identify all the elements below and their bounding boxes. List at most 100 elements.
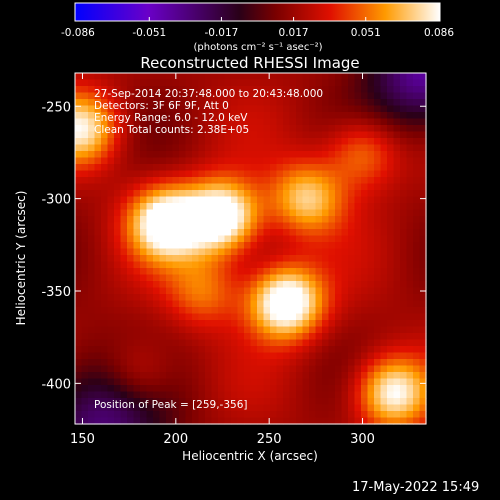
heatmap-cell xyxy=(257,170,265,178)
heatmap-cell xyxy=(133,398,141,406)
heatmap-cell xyxy=(244,177,252,185)
heatmap-cell xyxy=(296,281,304,289)
heatmap-cell xyxy=(159,313,167,321)
heatmap-cell xyxy=(198,320,206,328)
heatmap-cell xyxy=(374,378,382,386)
heatmap-cell xyxy=(127,86,135,94)
heatmap-cell xyxy=(367,209,375,217)
heatmap-cell xyxy=(146,177,154,185)
heatmap-cell xyxy=(114,144,122,152)
heatmap-cell xyxy=(419,417,427,425)
heatmap-cell xyxy=(387,417,395,425)
heatmap-cell xyxy=(283,229,291,237)
heatmap-cell xyxy=(276,300,284,308)
heatmap-cell xyxy=(374,157,382,165)
heatmap-cell xyxy=(367,144,375,152)
heatmap-cell xyxy=(94,261,102,269)
heatmap-cell xyxy=(406,365,414,373)
heatmap-cell xyxy=(354,151,362,159)
heatmap-cell xyxy=(120,229,128,237)
heatmap-cell xyxy=(341,378,349,386)
heatmap-cell xyxy=(185,307,193,315)
heatmap-cell xyxy=(101,196,109,204)
heatmap-cell xyxy=(387,99,395,107)
heatmap-cell xyxy=(400,177,408,185)
heatmap-cell xyxy=(224,79,232,87)
heatmap-cell xyxy=(120,274,128,282)
heatmap-cell xyxy=(348,281,356,289)
heatmap-cell xyxy=(107,235,115,243)
heatmap-cell xyxy=(361,183,369,191)
heatmap-cell xyxy=(380,86,388,94)
heatmap-cell xyxy=(153,255,161,263)
heatmap-cell xyxy=(374,385,382,393)
heatmap-cell xyxy=(335,372,343,380)
heatmap-cell xyxy=(218,131,226,139)
heatmap-cell xyxy=(159,261,167,269)
heatmap-cell xyxy=(81,274,89,282)
heatmap-cell xyxy=(406,255,414,263)
heatmap-cell xyxy=(283,131,291,139)
info-line: Energy Range: 6.0 - 12.0 keV xyxy=(94,112,248,124)
heatmap-cell xyxy=(159,281,167,289)
heatmap-cell xyxy=(309,203,317,211)
heatmap-cell xyxy=(341,333,349,341)
heatmap-cell xyxy=(237,359,245,367)
heatmap-cell xyxy=(250,229,258,237)
heatmap-cell xyxy=(244,391,252,399)
heatmap-cell xyxy=(354,255,362,263)
heatmap-cell xyxy=(270,177,278,185)
heatmap-cell xyxy=(341,352,349,360)
heatmap-cell xyxy=(354,365,362,373)
heatmap-cell xyxy=(393,86,401,94)
heatmap-cell xyxy=(231,359,239,367)
heatmap-cell xyxy=(101,417,109,425)
heatmap-cell xyxy=(374,391,382,399)
heatmap-cell xyxy=(296,131,304,139)
heatmap-cell xyxy=(231,164,239,172)
heatmap-cell xyxy=(341,164,349,172)
heatmap-cell xyxy=(244,196,252,204)
heatmap-cell xyxy=(172,144,180,152)
heatmap-cell xyxy=(250,391,258,399)
heatmap-cell xyxy=(296,229,304,237)
heatmap-cell xyxy=(211,248,219,256)
heatmap-cell xyxy=(270,320,278,328)
heatmap-cell xyxy=(224,404,232,412)
heatmap-cell xyxy=(153,339,161,347)
heatmap-cell xyxy=(309,404,317,412)
heatmap-cell xyxy=(315,216,323,224)
heatmap-cell xyxy=(120,105,128,113)
heatmap-cell xyxy=(198,248,206,256)
heatmap-cell xyxy=(107,404,115,412)
heatmap-cell xyxy=(270,294,278,302)
heatmap-cell xyxy=(400,151,408,159)
heatmap-cell xyxy=(341,287,349,295)
heatmap-cell xyxy=(354,378,362,386)
heatmap-cell xyxy=(309,365,317,373)
heatmap-cell xyxy=(218,144,226,152)
heatmap-cell xyxy=(406,203,414,211)
heatmap-cell xyxy=(205,417,213,425)
heatmap-cell xyxy=(335,333,343,341)
heatmap-cell xyxy=(367,352,375,360)
heatmap-cell xyxy=(133,138,141,146)
heatmap-cell xyxy=(315,346,323,354)
heatmap-cell xyxy=(127,417,135,425)
heatmap-cell xyxy=(354,411,362,419)
heatmap-cell xyxy=(211,157,219,165)
heatmap-cell xyxy=(179,248,187,256)
heatmap-cell xyxy=(328,86,336,94)
heatmap-cell xyxy=(270,229,278,237)
heatmap-cell xyxy=(94,385,102,393)
heatmap-cell xyxy=(309,157,317,165)
heatmap-cell xyxy=(341,118,349,126)
heatmap-cell xyxy=(101,359,109,367)
heatmap-cell xyxy=(192,190,200,198)
heatmap-cell xyxy=(218,339,226,347)
heatmap-cell xyxy=(367,92,375,100)
heatmap-cell xyxy=(211,125,219,133)
heatmap-cell xyxy=(88,164,96,172)
heatmap-cell xyxy=(276,287,284,295)
heatmap-cell xyxy=(192,248,200,256)
